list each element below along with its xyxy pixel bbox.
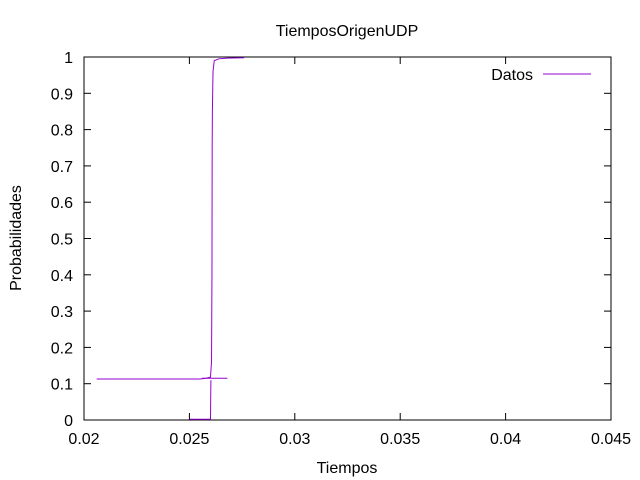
chart-title: TiemposOrigenUDP xyxy=(276,23,419,40)
y-tick-label: 0.9 xyxy=(51,86,73,103)
x-tick-label: 0.03 xyxy=(279,431,310,448)
series-layer xyxy=(96,57,245,420)
legend: Datos xyxy=(491,67,591,84)
y-tick-label: 0 xyxy=(64,413,73,430)
y-axis-label: Probabilidades xyxy=(8,185,25,291)
y-tick-label: 0.2 xyxy=(51,340,73,357)
y-tick-label: 0.5 xyxy=(51,232,73,249)
y-tick-label: 0.8 xyxy=(51,123,73,140)
y-tick-label: 0.7 xyxy=(51,159,73,176)
y-tick-label: 0.6 xyxy=(51,195,73,212)
x-axis-label: Tiempos xyxy=(317,460,378,477)
y-tick-label: 0.4 xyxy=(51,268,73,285)
x-tick-label: 0.04 xyxy=(490,431,521,448)
x-tick-label: 0.035 xyxy=(380,431,420,448)
series-line-datos xyxy=(96,57,245,380)
x-tick-label: 0.02 xyxy=(68,431,99,448)
x-tick-label: 0.025 xyxy=(169,431,209,448)
y-tick-label: 1 xyxy=(64,50,73,67)
axis-ticks xyxy=(83,56,612,421)
axis-tick-labels: 0.02 0.025 0.03 0.035 0.04 0.045 0 0.1 0.2 0.3 0.4… xyxy=(51,50,631,448)
legend-label: Datos xyxy=(491,67,533,84)
x-tick-label: 0.045 xyxy=(591,431,631,448)
plot-area-border xyxy=(83,56,612,421)
y-tick-label: 0.1 xyxy=(51,377,73,394)
y-tick-label: 0.3 xyxy=(51,304,73,321)
